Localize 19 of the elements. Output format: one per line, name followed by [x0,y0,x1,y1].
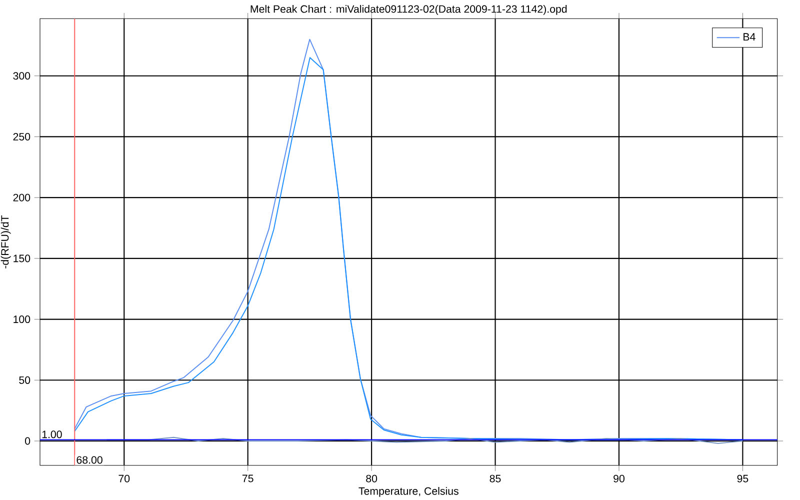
x-tick-label: 90 [614,474,624,482]
chart-title: Melt Peak Chart : miValidate091123-02(Data 2009-11-23 1142).opd [250,4,567,15]
x-tick-label: 85 [490,474,501,482]
x-tick-label: 75 [242,474,254,482]
x-tick-label: 95 [737,474,748,482]
y-tick-label: 100 [14,316,30,324]
x-tick-label: 70 [118,474,130,482]
y-tick-label: 300 [13,72,30,80]
y-tick-label: 50 [19,376,30,384]
y-tick-label: 200 [13,194,30,202]
x-tick-label: 80 [366,474,378,482]
x-axis-title: Temperature, Celsius [358,487,458,497]
y-tick-label: 150 [14,254,30,262]
ref-line-label: 68.00 [76,456,102,464]
ref-line-label: 1.00 [42,430,62,438]
legend-label: B4 [744,33,756,40]
y-tick-label: 0 [25,437,30,445]
y-tick-label: 250 [13,132,30,140]
y-axis-title: -d(RFU)/dT [0,215,11,268]
